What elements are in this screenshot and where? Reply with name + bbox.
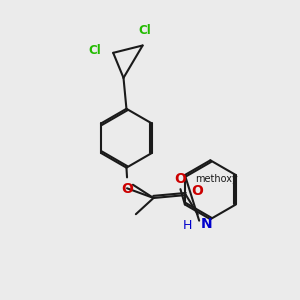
Text: methoxy: methoxy xyxy=(195,174,238,184)
Text: H: H xyxy=(183,219,192,232)
Text: O: O xyxy=(121,182,133,196)
Text: Cl: Cl xyxy=(139,24,152,37)
Text: O: O xyxy=(175,172,186,186)
Text: O: O xyxy=(191,184,203,198)
Text: Cl: Cl xyxy=(88,44,101,57)
Text: N: N xyxy=(201,217,212,231)
